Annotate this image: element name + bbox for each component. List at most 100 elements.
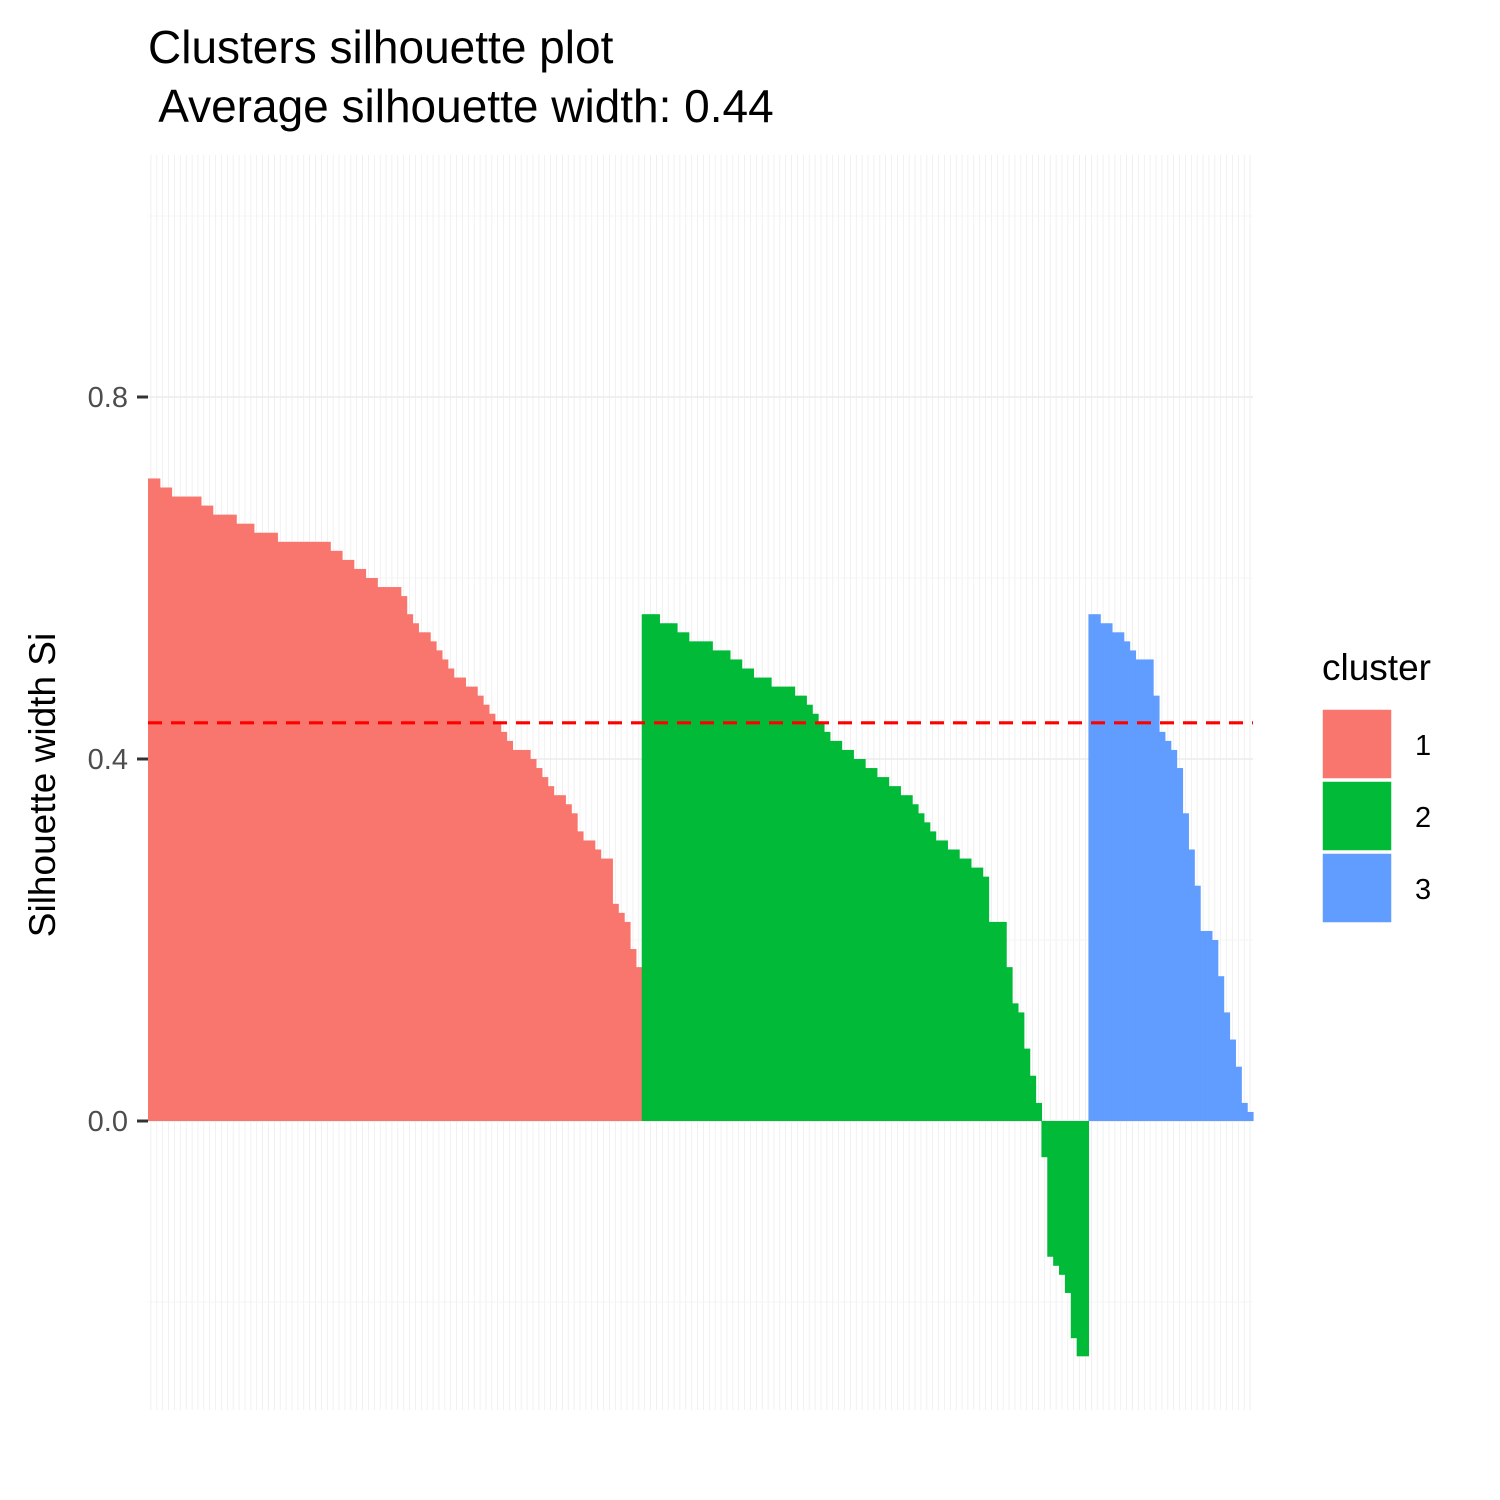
silhouette-bar-cluster-2 [788,686,796,1121]
silhouette-bar-cluster-1 [418,632,425,1121]
silhouette-bar-cluster-2 [947,849,954,1121]
silhouette-bar-cluster-2 [1041,1121,1048,1158]
silhouette-bar-cluster-2 [1023,1048,1031,1121]
silhouette-bar-cluster-1 [294,541,302,1121]
silhouette-bar-cluster-1 [277,541,284,1121]
y-tick-label: 0.4 [88,744,128,776]
silhouette-bar-cluster-1 [436,650,443,1121]
silhouette-bar-cluster-2 [1012,1003,1019,1121]
silhouette-bar-cluster-3 [1147,659,1154,1121]
silhouette-bar-cluster-1 [347,559,355,1121]
silhouette-bar-cluster-2 [964,858,972,1121]
y-axis: 0.0 0.4 0.8 [88,382,148,1138]
silhouette-bar-cluster-3 [1106,623,1113,1121]
silhouette-bar-cluster-1 [483,704,490,1121]
silhouette-bar-cluster-2 [641,614,649,1121]
silhouette-bar-cluster-3 [1211,940,1219,1121]
silhouette-bar-cluster-1 [629,949,637,1121]
silhouette-bar-cluster-2 [735,659,743,1121]
silhouette-bar-cluster-1 [153,478,161,1121]
silhouette-bar-cluster-2 [970,867,978,1121]
silhouette-bar-cluster-1 [471,686,478,1121]
silhouette-bar-cluster-1 [247,523,255,1121]
silhouette-bar-cluster-2 [753,677,760,1121]
silhouette-bar-cluster-2 [741,668,749,1121]
silhouette-bar-cluster-1 [465,686,472,1121]
silhouette-bar-cluster-3 [1100,623,1107,1121]
silhouette-bar-cluster-2 [1029,1075,1037,1121]
silhouette-bar-cluster-1 [400,596,408,1121]
silhouette-bar-cluster-1 [530,759,537,1121]
silhouette-bar-cluster-2 [823,731,831,1121]
silhouette-bar-cluster-1 [506,740,514,1121]
silhouette-bar-cluster-2 [765,677,772,1121]
silhouette-bar-cluster-2 [1017,1012,1025,1121]
silhouette-bar-cluster-2 [1059,1121,1066,1275]
silhouette-bar-cluster-2 [888,786,896,1121]
silhouette-bar-cluster-2 [1082,1121,1090,1357]
silhouette-bar-cluster-1 [336,550,343,1121]
silhouette-bar-cluster-2 [776,686,784,1121]
silhouette-bar-cluster-1 [565,804,572,1121]
silhouette-bar-cluster-3 [1182,813,1189,1121]
silhouette-bar-cluster-2 [653,614,660,1121]
silhouette-bar-cluster-2 [959,858,966,1121]
legend-key-cluster-3 [1321,852,1393,924]
silhouette-bar-cluster-3 [1200,930,1207,1121]
silhouette-bar-cluster-1 [171,496,178,1121]
silhouette-bar-cluster-1 [535,768,543,1121]
silhouette-bar-cluster-3 [1223,1012,1231,1121]
silhouette-bar-cluster-1 [571,813,578,1121]
y-tick-label: 0.0 [88,1106,128,1138]
silhouette-bar-cluster-1 [206,505,214,1122]
silhouette-bar-cluster-1 [553,795,561,1121]
legend-items: 1 2 3 [1321,708,1431,924]
silhouette-bar-cluster-1 [441,659,449,1121]
silhouette-bar-cluster-2 [917,813,925,1121]
silhouette-bar-cluster-3 [1135,659,1142,1121]
silhouette-bar-cluster-2 [729,659,737,1121]
silhouette-bar-cluster-2 [665,623,672,1121]
silhouette-bar-cluster-3 [1158,731,1166,1121]
silhouette-bar-cluster-2 [829,740,837,1121]
silhouette-bar-cluster-2 [859,759,866,1121]
silhouette-bar-cluster-2 [759,677,766,1121]
silhouette-bar-cluster-2 [847,749,854,1121]
legend-key-cluster-2 [1321,780,1393,852]
silhouette-bar-cluster-1 [512,749,519,1121]
silhouette-bar-cluster-1 [453,677,461,1121]
silhouette-bar-cluster-2 [659,623,666,1121]
silhouette-bar-cluster-1 [624,921,631,1121]
silhouette-bar-cluster-2 [647,614,655,1121]
silhouette-bar-cluster-1 [283,541,290,1121]
silhouette-bar-cluster-2 [771,686,778,1121]
silhouette-bar-cluster-3 [1176,768,1184,1121]
silhouette-bar-cluster-2 [1070,1121,1078,1339]
silhouette-bar-cluster-1 [271,532,278,1121]
silhouette-bar-cluster-2 [841,749,849,1121]
silhouette-bar-cluster-1 [159,487,167,1121]
silhouette-bar-cluster-1 [612,903,619,1121]
y-tick-label: 0.8 [88,382,128,414]
silhouette-bar-cluster-1 [177,496,184,1121]
silhouette-bar-cluster-2 [923,822,931,1121]
silhouette-bar-cluster-3 [1111,632,1119,1121]
silhouette-bar-cluster-3 [1094,614,1101,1121]
silhouette-bar-cluster-2 [676,632,684,1121]
silhouette-bar-cluster-1 [388,587,396,1121]
silhouette-bar-cluster-2 [900,795,907,1121]
silhouette-bar-cluster-1 [189,496,196,1121]
silhouette-bar-cluster-2 [1035,1102,1043,1121]
silhouette-bar-cluster-1 [383,587,390,1121]
silhouette-bar-cluster-1 [600,858,608,1121]
silhouette-bar-cluster-1 [230,514,237,1121]
silhouette-bar-cluster-1 [377,587,384,1121]
silhouette-bar-cluster-2 [712,650,719,1121]
silhouette-bar-cluster-1 [300,541,308,1121]
silhouette-bar-cluster-2 [688,641,696,1121]
silhouette-bar-cluster-1 [365,578,372,1121]
silhouette-bar-cluster-2 [818,722,825,1121]
silhouette-bar-cluster-2 [929,831,937,1121]
silhouette-bar-cluster-1 [224,514,231,1121]
legend-key-cluster-1 [1321,708,1393,780]
